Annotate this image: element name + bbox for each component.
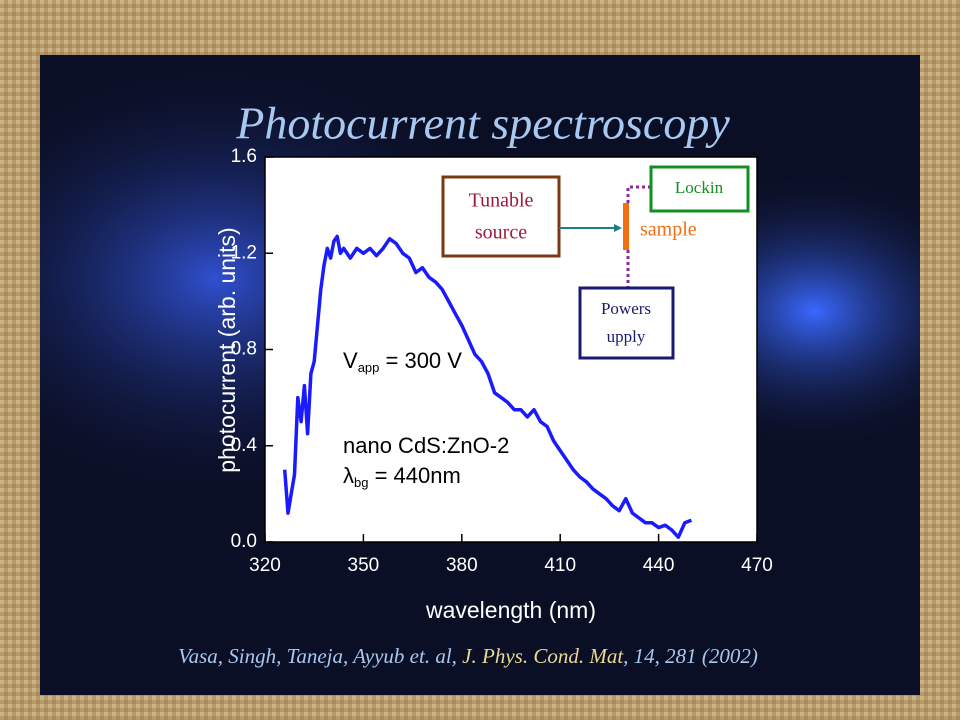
y-tick-label: 0.8 — [231, 339, 257, 360]
x-tick-label: 410 — [544, 555, 576, 576]
x-tick-label: 470 — [741, 555, 773, 576]
x-axis-label: wavelength (nm) — [425, 597, 596, 623]
annotation-part: = 300 V — [379, 348, 462, 373]
arrow-head — [614, 224, 622, 232]
annotation-sub: bg — [354, 475, 368, 490]
annotation-part: λ — [343, 463, 354, 488]
x-tick-label: 320 — [249, 555, 281, 576]
sample-bar — [623, 203, 629, 250]
x-tick-label: 380 — [446, 555, 478, 576]
y-tick-label: 0.4 — [231, 435, 258, 456]
citation-part: Vasa, Singh, Taneja, Ayyub et. al, — [178, 644, 462, 668]
box-label: Tunable — [469, 190, 534, 212]
box-label: Lockin — [675, 178, 724, 197]
annotation-part: V — [343, 348, 358, 373]
axes-frame — [264, 156, 758, 543]
box-label: source — [475, 222, 527, 244]
box-label: upply — [607, 327, 646, 346]
annotation-part: nano CdS:ZnO-2 — [343, 433, 509, 458]
annotation: Vapp = 300 V — [343, 348, 462, 376]
wire — [626, 185, 651, 203]
power-box — [578, 286, 675, 360]
annotation: nano CdS:ZnO-2 — [343, 433, 509, 458]
annotation-sub: app — [358, 360, 380, 375]
box-label: Powers — [601, 299, 651, 318]
y-tick-label: 1.2 — [231, 242, 257, 263]
slide-title: Photocurrent spectroscopy — [235, 98, 730, 149]
x-tick-label: 440 — [643, 555, 675, 576]
source-box — [441, 175, 561, 258]
data-line — [282, 234, 693, 539]
x-tick-label: 350 — [348, 555, 380, 576]
sample-label: sample — [640, 219, 697, 241]
y-axis-label: photocurrent (arb. units) — [214, 227, 240, 472]
citation: Vasa, Singh, Taneja, Ayyub et. al, J. Ph… — [178, 644, 758, 668]
y-tick-label: 1.6 — [231, 146, 257, 167]
citation-part: , 14, 281 (2002) — [623, 644, 758, 668]
lockin-box — [649, 165, 750, 213]
annotation-part: = 440nm — [368, 463, 460, 488]
y-tick-label: 0.0 — [231, 531, 257, 552]
citation-part: J. Phys. Cond. Mat — [462, 644, 624, 668]
annotation: λbg = 440nm — [343, 463, 461, 491]
